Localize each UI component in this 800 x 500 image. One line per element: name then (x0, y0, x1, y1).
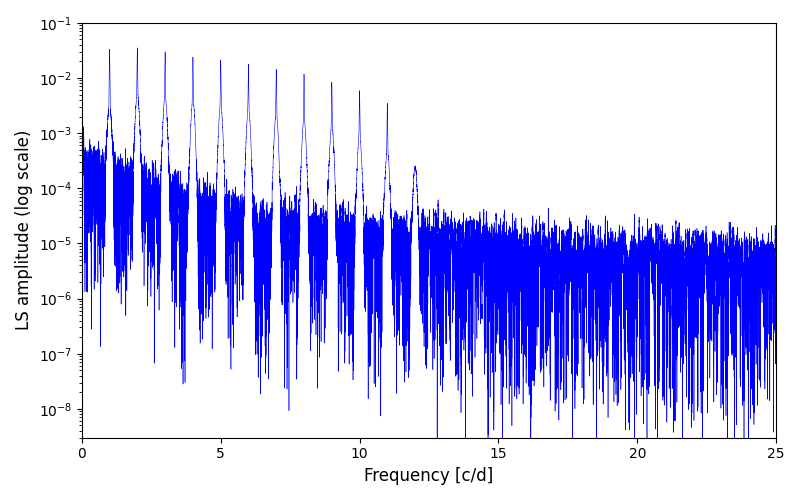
Y-axis label: LS amplitude (log scale): LS amplitude (log scale) (15, 130, 33, 330)
X-axis label: Frequency [c/d]: Frequency [c/d] (364, 467, 494, 485)
